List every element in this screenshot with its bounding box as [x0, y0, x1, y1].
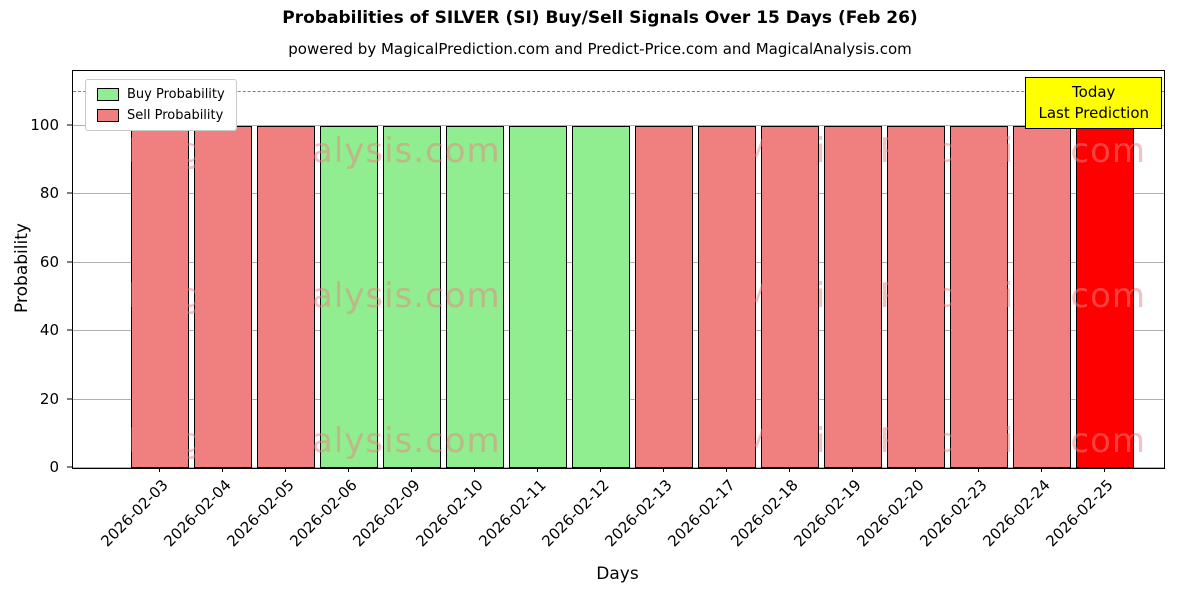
dashed-threshold-line — [73, 90, 1164, 92]
chart-subtitle: powered by MagicalPrediction.com and Pre… — [288, 40, 912, 58]
today-annotation: Today Last Prediction — [1025, 77, 1162, 129]
x-tick-label: 2026-02-25 — [1042, 476, 1118, 551]
y-tick-mark — [67, 398, 72, 400]
bar-2026-02-05 — [256, 125, 315, 468]
bar-2026-02-11 — [508, 125, 567, 468]
x-tick-label: 2026-02-19 — [790, 476, 865, 551]
legend-buy-label: Buy Probability — [127, 87, 225, 102]
x-tick-label: 2026-02-12 — [538, 476, 613, 551]
x-tick-label: 2026-02-03 — [96, 476, 172, 551]
x-tick-label: 2026-02-23 — [916, 476, 992, 551]
chart-title: Probabilities of SILVER (SI) Buy/Sell Si… — [282, 8, 918, 28]
y-tick-mark — [67, 261, 72, 263]
legend-item-buy: Buy Probability — [97, 87, 225, 102]
bars — [128, 71, 1137, 468]
sell-probability-swatch — [97, 109, 119, 122]
legend-sell-label: Sell Probability — [127, 108, 224, 123]
x-tick-label: 2026-02-05 — [223, 476, 298, 551]
bar-2026-02-13 — [635, 125, 694, 468]
today-annotation-line2: Last Prediction — [1038, 104, 1149, 122]
y-tick-label: 40 — [39, 321, 59, 340]
bar-2026-02-10 — [445, 125, 504, 468]
x-axis-ticks: 2026-02-03 2026-02-04 2026-02-05 2026-02-06… — [72, 468, 1163, 580]
bar-2026-02-03 — [130, 125, 189, 468]
y-tick-label: 20 — [39, 389, 59, 408]
y-tick-label: 0 — [49, 458, 59, 476]
x-tick-mark — [1041, 468, 1043, 472]
x-tick-mark — [473, 468, 475, 472]
x-tick-label: 2026-02-13 — [601, 476, 676, 551]
x-tick-mark — [915, 468, 917, 472]
x-tick-mark — [347, 468, 349, 472]
x-tick-mark — [663, 468, 665, 472]
x-tick-mark — [789, 468, 791, 472]
x-tick-mark — [852, 468, 854, 472]
x-tick-label: 2026-02-09 — [349, 476, 424, 551]
x-tick-mark — [158, 468, 160, 472]
buy-probability-swatch — [97, 88, 119, 101]
x-tick-mark — [1104, 468, 1106, 472]
bar-2026-02-20 — [887, 125, 946, 468]
y-tick-mark — [67, 192, 72, 194]
x-tick-mark — [221, 468, 223, 472]
y-tick-mark — [67, 466, 72, 468]
today-annotation-line1: Today — [1072, 83, 1116, 101]
x-tick-mark — [978, 468, 980, 472]
bar-2026-02-18 — [761, 125, 820, 468]
legend: Buy Probability Sell Probability — [85, 79, 237, 131]
x-tick-label: 2026-02-10 — [412, 476, 487, 551]
x-tick-mark — [536, 468, 538, 472]
x-tick-label: 2026-02-18 — [727, 476, 802, 551]
y-tick-mark — [67, 124, 72, 126]
bar-2026-02-12 — [571, 125, 630, 468]
x-tick-label: 2026-02-20 — [853, 476, 929, 551]
plot-area: MagicalAnalysis.com Magica Prediction.com… — [72, 70, 1165, 469]
bar-2026-02-19 — [824, 125, 883, 468]
x-tick-label: 2026-02-17 — [664, 476, 739, 551]
y-tick-mark — [67, 329, 72, 331]
y-axis-ticks: 0 20 40 60 80 100 — [0, 70, 72, 476]
gridline — [73, 124, 1164, 126]
legend-item-sell: Sell Probability — [97, 108, 225, 123]
x-axis-label: Days — [596, 564, 639, 584]
x-tick-mark — [284, 468, 286, 472]
x-tick-label: 2026-02-11 — [475, 476, 550, 551]
bar-2026-02-17 — [698, 125, 757, 468]
x-tick-mark — [599, 468, 601, 472]
bar-2026-02-25 — [1076, 125, 1135, 468]
bar-2026-02-09 — [382, 125, 441, 468]
bar-2026-02-24 — [1013, 125, 1072, 468]
bar-2026-02-06 — [319, 125, 378, 468]
y-tick-label: 80 — [39, 184, 59, 203]
y-tick-label: 100 — [30, 115, 59, 134]
bar-2026-02-04 — [193, 125, 252, 468]
x-tick-mark — [410, 468, 412, 472]
x-tick-label: 2026-02-06 — [286, 476, 361, 551]
x-tick-mark — [726, 468, 728, 472]
y-tick-label: 60 — [39, 252, 59, 271]
bar-2026-02-23 — [950, 125, 1009, 468]
